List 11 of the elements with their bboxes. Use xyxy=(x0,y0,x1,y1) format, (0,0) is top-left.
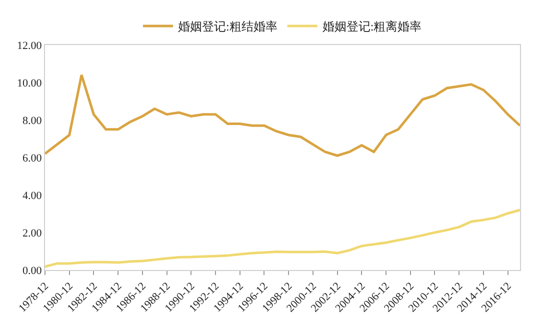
y-tick-label: 8.00 xyxy=(22,114,42,127)
y-tick-label: 4.00 xyxy=(22,190,42,202)
line-series xyxy=(45,74,520,157)
line-series xyxy=(45,208,520,268)
y-tick-label: 2.00 xyxy=(22,227,42,240)
y-tick-label: 6.00 xyxy=(22,152,42,164)
y-tick-label: 12.00 xyxy=(17,40,42,52)
legend-label: 婚姻登记:粗结婚率 xyxy=(178,20,278,34)
y-tick-label: 0.00 xyxy=(22,264,42,277)
y-tick-label: 10.00 xyxy=(17,77,42,90)
legend-label: 婚姻登记:粗离婚率 xyxy=(322,20,422,34)
